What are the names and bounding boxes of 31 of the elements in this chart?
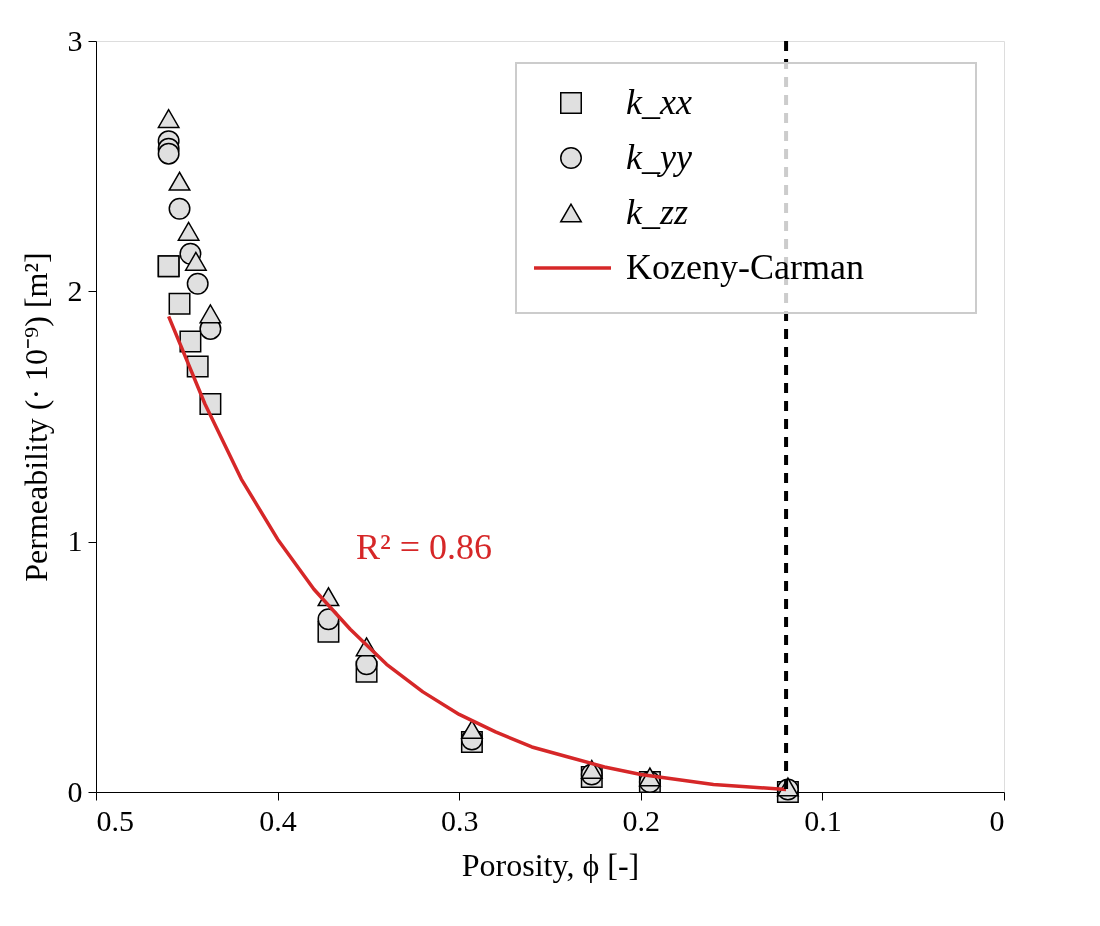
point [179,330,202,353]
y-tick-label: 1 [67,524,83,558]
point [184,251,207,271]
legend-label: k_zz [626,192,688,232]
x-tick-label: 0.3 [440,803,479,837]
point [186,272,209,295]
x-axis-title: Porosity, ϕ [-] [461,846,640,883]
annotation: R² = 0.86 [356,527,493,567]
point [168,197,191,220]
point [157,142,180,165]
legend-label: k_xx [626,82,692,122]
point [177,221,200,241]
legend-label: k_yy [626,137,692,177]
x-tick-label: 0.5 [96,803,134,837]
y-tick-label: 3 [67,23,83,57]
x-tick-label: 0 [989,803,1005,837]
x-tick-label: 0.2 [622,803,661,837]
x-tick-label: 0.1 [804,803,842,837]
x-tick-label: 0.4 [259,803,297,837]
point [580,759,603,780]
point [157,108,180,129]
point [355,653,378,676]
point [168,171,191,191]
point [168,292,191,315]
point [199,304,222,324]
y-tick-label: 0 [67,774,83,808]
point [317,608,340,631]
y-axis-title: Permeability (· 10⁻⁹) [m²] [17,252,54,582]
point [460,719,483,740]
legend-label: Kozeny-Carman [626,247,864,287]
y-tick-label: 2 [67,273,83,307]
